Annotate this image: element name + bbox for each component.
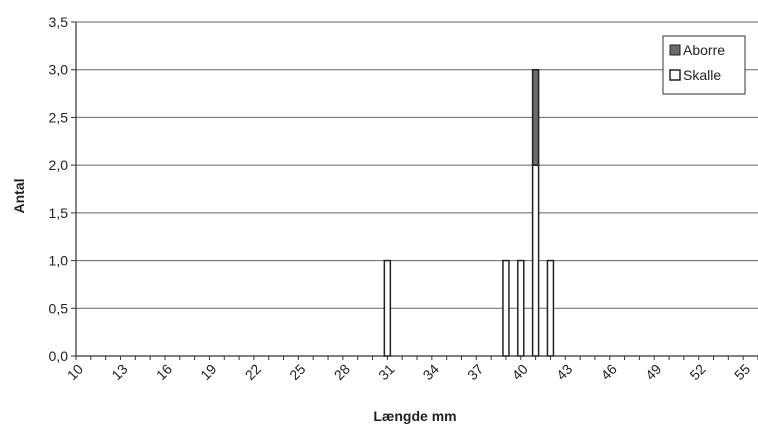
bar-skalle bbox=[531, 164, 540, 357]
legend-label-skalle: Skalle bbox=[683, 67, 721, 83]
x-tick-label: 28 bbox=[331, 361, 353, 383]
y-tick-label: 0,5 bbox=[49, 300, 69, 316]
x-tick-label: 55 bbox=[731, 361, 753, 383]
bar-skalle bbox=[502, 259, 510, 357]
y-tick-label: 2,0 bbox=[49, 157, 69, 173]
x-axis-title: Længde mm bbox=[373, 408, 456, 424]
x-tick-label: 22 bbox=[242, 361, 264, 383]
y-tick-label: 1,0 bbox=[49, 253, 69, 269]
x-tick-label: 13 bbox=[108, 361, 130, 383]
x-tick-label: 16 bbox=[153, 361, 175, 383]
axes bbox=[71, 21, 758, 360]
x-tick-label: 43 bbox=[553, 361, 575, 383]
y-tick-label: 2,5 bbox=[49, 109, 69, 125]
x-tick-label: 31 bbox=[375, 361, 397, 383]
x-tick-label: 46 bbox=[598, 361, 620, 383]
x-tick-label: 19 bbox=[197, 361, 219, 383]
y-axis-title: Antal bbox=[11, 179, 27, 214]
bar-skalle bbox=[383, 259, 392, 357]
x-tick-label: 37 bbox=[464, 361, 486, 383]
x-tick-label: 49 bbox=[642, 361, 664, 383]
gridlines bbox=[76, 21, 758, 309]
legend-swatch-skalle bbox=[669, 69, 681, 81]
legend: Aborre Skalle bbox=[662, 35, 746, 95]
y-tick-label: 3,0 bbox=[49, 62, 69, 78]
x-tick-label: 40 bbox=[509, 361, 531, 383]
tick-labels: 0,0 0,5 1,0 1,5 2,0 2,5 3,0 3,5 10 13 16 19 22 25 28 31… bbox=[49, 14, 754, 383]
y-tick-label: 0,0 bbox=[49, 348, 69, 364]
legend-label-aborre: Aborre bbox=[683, 42, 725, 58]
bar-skalle bbox=[517, 259, 525, 357]
bar-aborre bbox=[531, 68, 540, 166]
x-tick-label: 52 bbox=[686, 361, 708, 383]
y-tick-label: 3,5 bbox=[49, 14, 69, 30]
y-tick-label: 1,5 bbox=[49, 205, 69, 221]
legend-swatch-aborre bbox=[669, 44, 681, 56]
x-tick-label: 10 bbox=[64, 361, 86, 383]
x-tick-label: 25 bbox=[286, 361, 308, 383]
bar-skalle bbox=[546, 259, 555, 357]
x-tick-label: 34 bbox=[420, 361, 442, 383]
